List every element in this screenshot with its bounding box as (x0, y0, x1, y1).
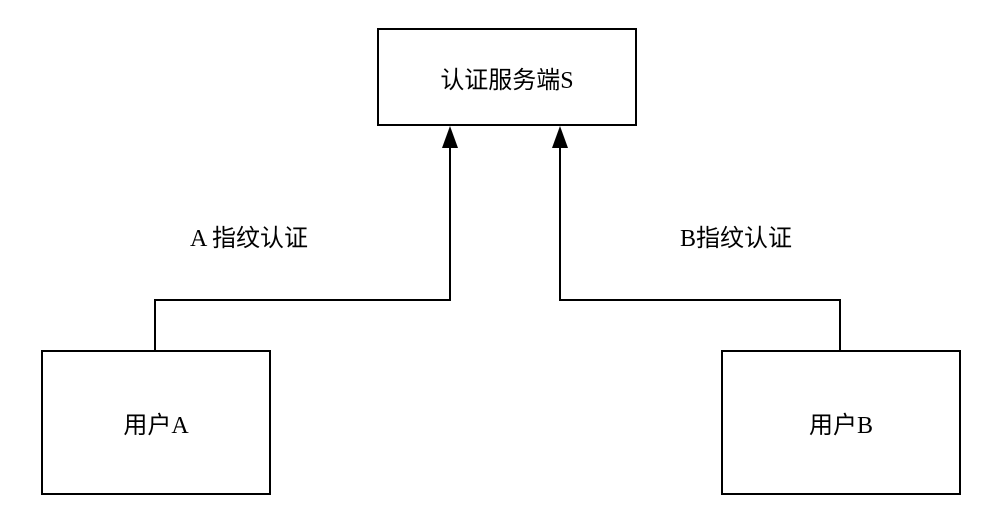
arrowhead-a-icon (442, 126, 458, 148)
arrowhead-b-icon (552, 126, 568, 148)
edge-label-a-fingerprint-auth: A 指纹认证 (190, 218, 308, 253)
node-user-b: 用户B (721, 350, 961, 495)
diagram-canvas: 认证服务端S 用户A 用户B A 指纹认证 B指纹认证 (0, 0, 1000, 516)
node-auth-server: 认证服务端S (377, 28, 637, 126)
node-user-a: 用户A (41, 350, 271, 495)
edge-label-b-fingerprint-auth: B指纹认证 (680, 218, 792, 253)
node-auth-server-label: 认证服务端S (440, 60, 573, 95)
node-user-a-label: 用户A (123, 405, 188, 440)
node-user-b-label: 用户B (809, 405, 873, 440)
